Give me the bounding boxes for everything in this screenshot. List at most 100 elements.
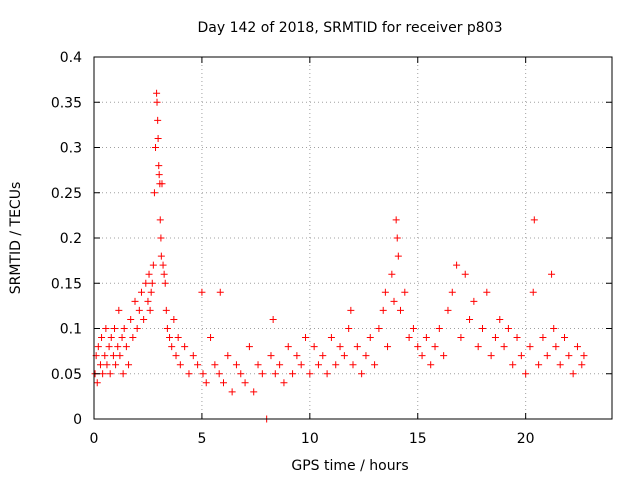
data-point [466,315,474,323]
data-point [487,352,495,360]
data-point [96,361,104,369]
data-point [161,279,169,287]
data-point [144,297,152,305]
data-point [522,370,530,378]
data-point [561,334,569,342]
data-point [405,334,413,342]
data-point [353,343,361,351]
data-point [103,361,111,369]
data-point [474,343,482,351]
data-point [155,171,163,179]
data-point [115,306,123,314]
data-point [101,352,109,360]
grid [94,57,612,419]
data-point [435,325,443,332]
data-point [349,361,357,369]
data-point [418,352,426,360]
data-point [166,334,174,342]
data-point [552,343,560,351]
data-point [483,288,491,296]
y-tick-label: 0.1 [60,322,82,338]
data-point [154,116,162,124]
data-point [276,361,284,369]
y-tick-label: 0.25 [51,186,82,202]
y-tick-label: 0.3 [60,141,82,157]
data-point [220,379,227,387]
y-tick-label: 0.15 [51,276,82,292]
data-point [390,297,398,305]
data-point [232,361,240,369]
x-tick-label: 15 [409,431,427,447]
chart-title: Day 142 of 2018, SRMTID for receiver p80… [197,20,502,36]
data-point [116,352,124,360]
data-point [168,343,176,351]
data-point [211,361,219,369]
data-point [158,180,166,188]
data-point [127,315,135,323]
data-point [336,343,344,351]
data-point [526,343,534,351]
data-point [535,361,543,369]
y-tick-label: 0.35 [51,95,82,111]
data-point [135,306,143,314]
data-point [199,370,207,378]
data-point [327,334,335,342]
data-point [513,334,521,342]
data-point [153,98,161,106]
data-point [162,306,170,314]
data-point [181,343,189,351]
data-point [289,370,297,378]
data-point [163,325,171,332]
data-point [539,334,547,342]
data-point [93,379,101,387]
data-point [556,361,564,369]
data-point [548,270,556,278]
data-point [375,325,383,332]
data-point [216,288,224,296]
data-point [159,261,167,269]
data-point [174,334,182,342]
y-tick-label: 0.4 [60,50,82,66]
data-point [125,361,133,369]
data-point [112,361,120,369]
data-point [457,334,465,342]
x-tick-label: 5 [197,431,206,447]
data-point [358,370,366,378]
data-point [153,89,161,97]
data-point [504,325,512,332]
data-point [422,334,430,342]
data-point [150,189,158,197]
data-point [102,325,110,332]
data-point [152,144,160,151]
data-point [258,370,266,378]
data-point [414,343,422,351]
x-axis: 0 5 10 15 20 [90,57,535,447]
data-point [170,315,178,323]
data-point [381,288,389,296]
data-point [310,343,318,351]
data-point [154,134,162,142]
data-point [269,315,277,323]
data-point [306,370,314,378]
data-point [280,379,288,387]
data-point [122,343,130,351]
data-point [176,361,184,369]
y-tick-label: 0.05 [51,367,82,383]
data-point [500,343,508,351]
data-point [314,361,322,369]
data-point [145,270,153,278]
y-tick-label: 0 [73,412,82,428]
data-point [302,334,310,342]
data-point [99,370,107,378]
data-point [379,306,387,314]
data-point [319,352,327,360]
data-point [409,325,417,332]
data-point [284,343,292,351]
data-point [565,352,573,360]
data-point [529,288,537,296]
data-point [215,370,223,378]
data-point [569,370,577,378]
data-point [509,361,517,369]
data-point [228,388,236,396]
data-point [267,352,275,360]
